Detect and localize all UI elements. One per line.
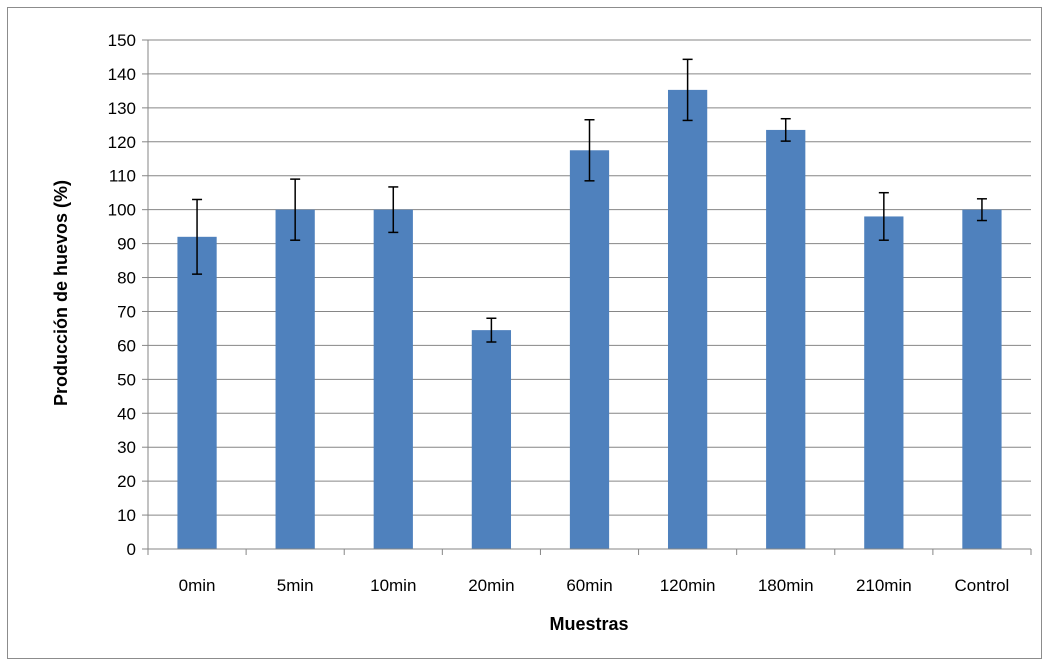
x-tick-label: 180min [758, 576, 814, 595]
x-tick-label: 0min [179, 576, 216, 595]
y-tick-label: 150 [108, 31, 136, 50]
x-tick-label: 210min [856, 576, 912, 595]
bar [569, 150, 610, 550]
y-tick-label: 120 [108, 133, 136, 152]
x-tick-label: Control [955, 576, 1010, 595]
x-tick-label: 120min [660, 576, 716, 595]
x-tick-label: 10min [370, 576, 416, 595]
y-tick-label: 30 [117, 438, 136, 457]
bar [766, 129, 806, 549]
bar [177, 236, 217, 549]
bar [373, 209, 413, 549]
bar [667, 89, 708, 549]
axes [142, 39, 1032, 555]
x-tick-label: 5min [277, 576, 314, 595]
y-tick-label: 130 [108, 99, 136, 118]
bars [177, 89, 1002, 550]
y-tick-label: 60 [117, 336, 136, 355]
y-tick-label: 100 [108, 201, 136, 220]
y-tick-label: 110 [109, 167, 136, 186]
y-tick-label: 90 [117, 235, 136, 254]
y-tick-label: 0 [127, 540, 136, 559]
tick-labels: 0 10 20 30 40 50 60 70 80 90 100 110 120 130 140 150 0mi… [108, 31, 1010, 595]
x-axis-title: Muestras [549, 614, 628, 634]
y-tick-label: 40 [117, 404, 136, 423]
x-tick-label: 60min [566, 576, 612, 595]
y-tick-label: 70 [117, 302, 136, 321]
y-axis-title: Producción de huevos (%) [51, 180, 71, 406]
bar [962, 209, 1002, 549]
y-tick-label: 20 [117, 472, 136, 491]
x-tick-label: 20min [468, 576, 514, 595]
y-tick-label: 140 [108, 65, 136, 84]
y-tick-label: 80 [117, 269, 136, 288]
y-tick-label: 50 [117, 370, 136, 389]
bar [864, 216, 904, 549]
error-bars [192, 58, 987, 343]
bar [275, 209, 315, 549]
bar [471, 330, 512, 549]
y-tick-label: 10 [117, 506, 136, 525]
